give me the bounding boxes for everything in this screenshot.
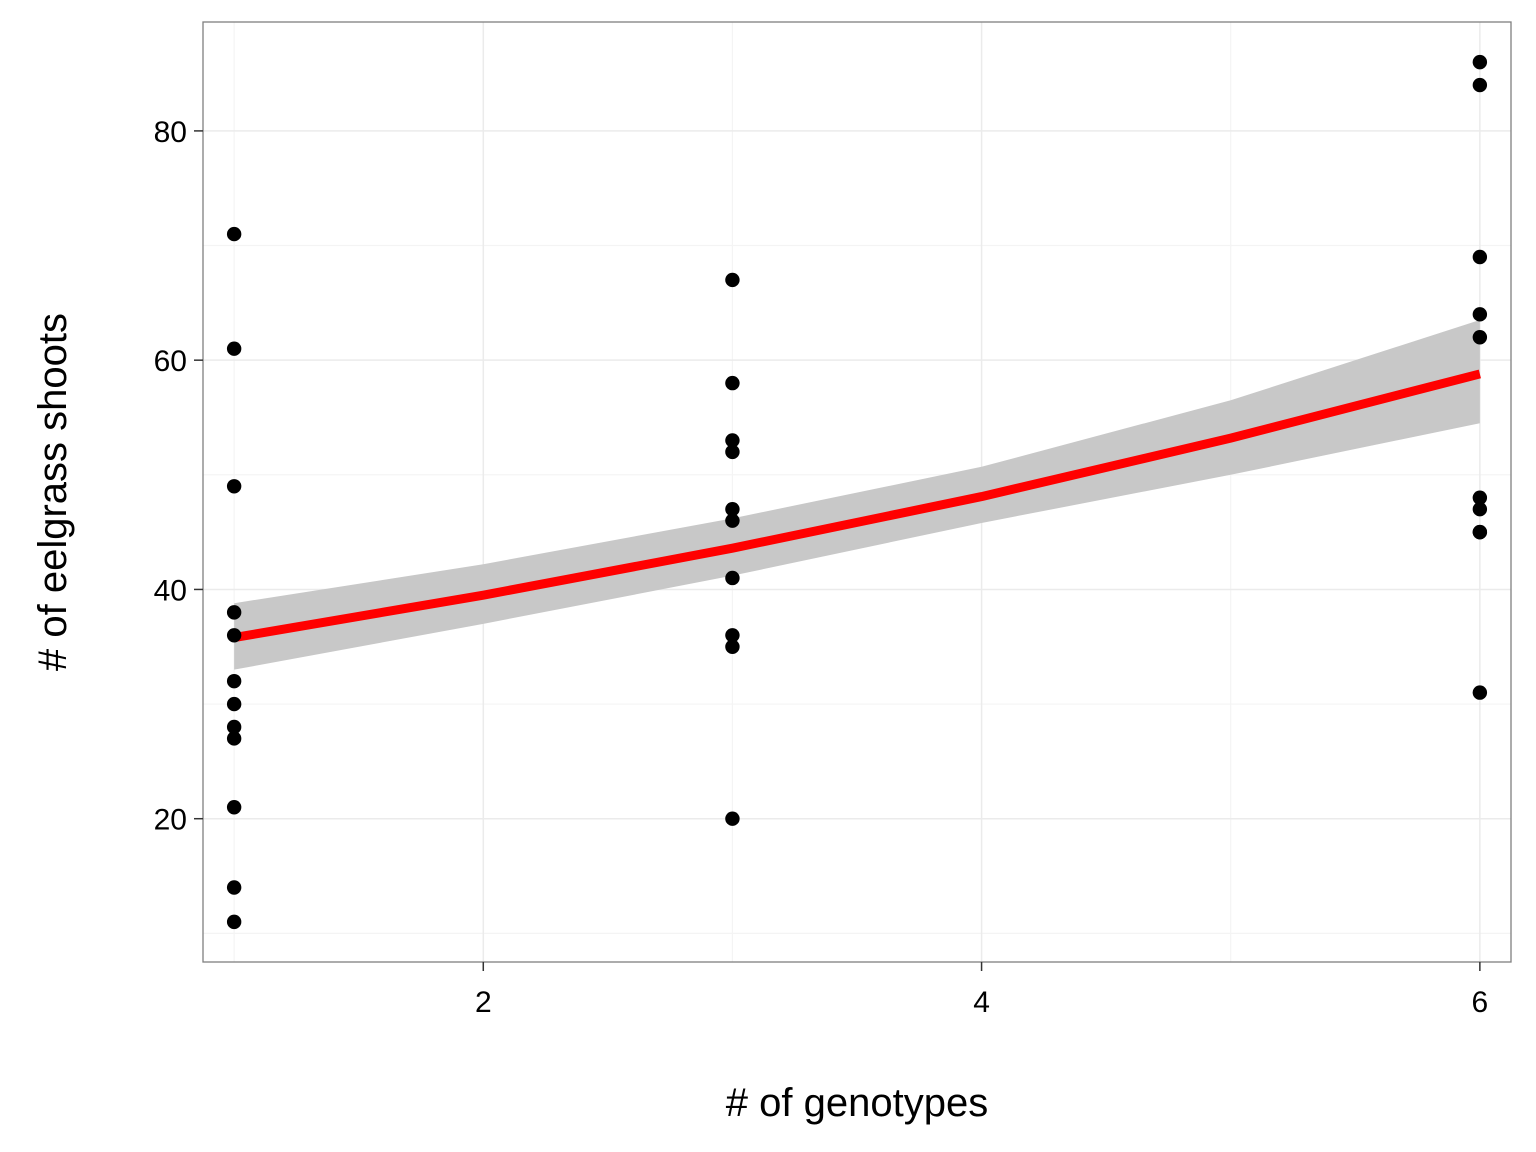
data-point: [1472, 501, 1488, 517]
grid-minor: [203, 22, 1511, 962]
y-axis-title: # of eelgrass shoots: [31, 313, 75, 671]
data-point: [725, 811, 740, 826]
y-tick-label: 40: [154, 574, 187, 607]
data-point: [1472, 307, 1488, 322]
data-point: [226, 605, 242, 620]
data-point: [226, 800, 242, 815]
data-point: [226, 226, 242, 242]
data-point: [725, 272, 740, 288]
data-point: [1472, 524, 1488, 540]
data-point: [226, 479, 242, 494]
data-point: [226, 696, 242, 712]
points-layer: [226, 54, 1488, 930]
data-point: [725, 375, 740, 391]
data-point: [226, 914, 242, 930]
data-point: [725, 433, 740, 448]
data-point: [1472, 685, 1488, 700]
trend-line-layer: [233, 369, 1481, 643]
data-point: [1472, 490, 1488, 505]
data-point: [1472, 249, 1488, 265]
data-point: [725, 628, 740, 643]
data-point: [1472, 77, 1488, 93]
x-tick-label: 2: [475, 986, 492, 1019]
plot-background: [203, 22, 1511, 962]
trend-line: [233, 369, 1481, 643]
data-point: [725, 639, 740, 654]
x-axis-title: # of genotypes: [726, 1081, 988, 1125]
y-tick-label: 80: [154, 116, 187, 149]
data-point: [226, 673, 242, 689]
data-point: [226, 628, 242, 643]
y-axis: 20 40 60 80: [154, 116, 203, 837]
data-point: [725, 444, 740, 460]
x-tick-label: 4: [973, 986, 990, 1019]
y-tick-label: 20: [154, 804, 187, 837]
data-point: [725, 513, 740, 528]
data-point: [226, 341, 242, 356]
data-point: [1472, 330, 1488, 345]
data-point: [725, 570, 740, 586]
data-point: [725, 501, 740, 517]
data-point: [226, 880, 242, 895]
data-point: [226, 731, 242, 746]
plot-panel-border: [202, 21, 1512, 963]
x-tick-label: 6: [1472, 986, 1489, 1019]
data-point: [1472, 54, 1488, 70]
data-point: [226, 719, 242, 735]
x-axis: 2 4 6: [475, 962, 1488, 1019]
y-tick-label: 60: [154, 345, 187, 378]
